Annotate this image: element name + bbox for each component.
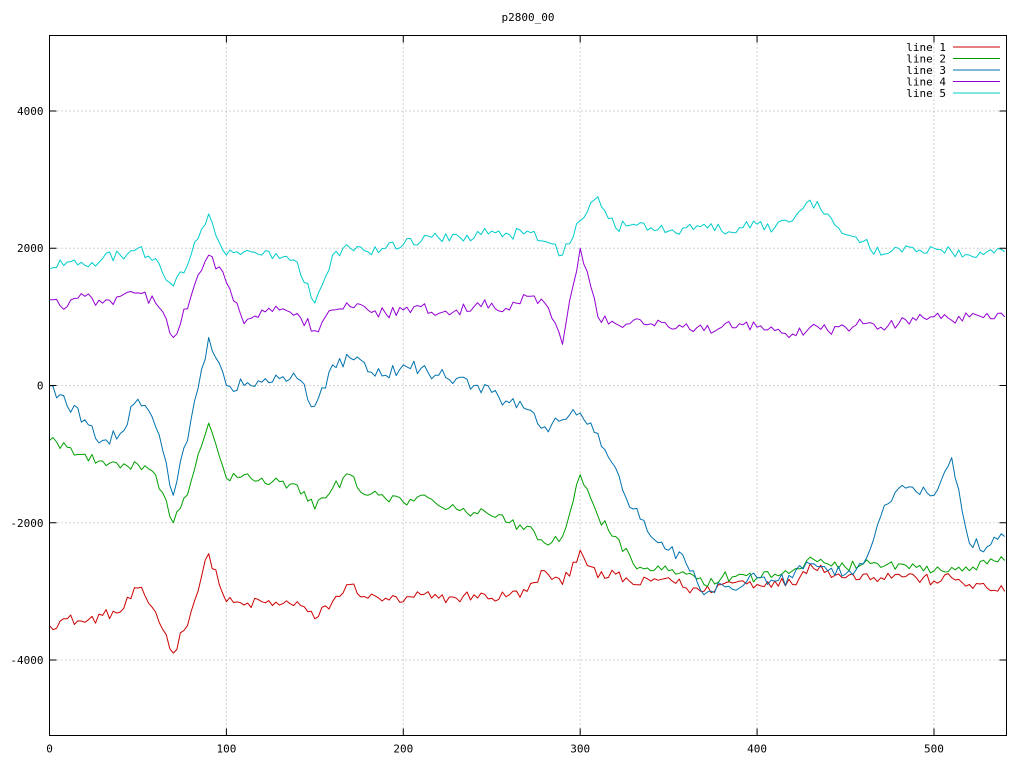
- chart-title: p2800_00: [501, 11, 555, 24]
- x-tick-label: 0: [46, 743, 53, 756]
- series-line-5: [49, 196, 1005, 304]
- series-line-1: [49, 549, 1006, 654]
- y-tick-label: 2000: [17, 242, 44, 255]
- legend-label-5: line 5: [906, 87, 946, 100]
- series-line-4: [49, 247, 1006, 345]
- y-tick-label: -2000: [10, 517, 43, 530]
- x-tick-label: 500: [924, 743, 944, 756]
- y-tick-label: 0: [37, 380, 44, 393]
- x-tick-label: 200: [393, 743, 413, 756]
- series-line-2: [49, 422, 1006, 587]
- y-tick-label: -4000: [10, 654, 43, 667]
- legend-label-4: line 4: [906, 76, 946, 89]
- x-tick-label: 400: [747, 743, 767, 756]
- x-tick-label: 300: [570, 743, 590, 756]
- legend-label-2: line 2: [906, 53, 946, 66]
- y-tick-label: 4000: [17, 105, 44, 118]
- plot-border: [49, 35, 1007, 736]
- legend-label-1: line 1: [906, 41, 946, 54]
- series-line-3: [49, 337, 1006, 596]
- legend-label-3: line 3: [906, 64, 946, 77]
- x-tick-label: 100: [216, 743, 236, 756]
